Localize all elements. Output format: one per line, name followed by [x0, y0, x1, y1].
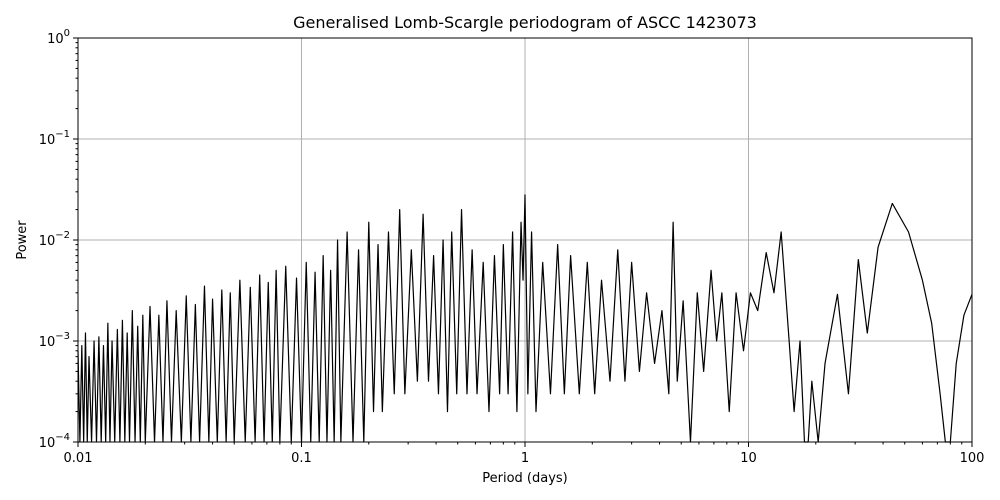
y-tick-label: 10−3 — [39, 331, 70, 350]
x-tick-label: 100 — [960, 451, 985, 466]
y-tick-label: 100 — [47, 28, 70, 47]
y-tick-label: 10−4 — [39, 432, 70, 451]
plot-area — [77, 194, 973, 443]
x-tick-label: 0.01 — [64, 451, 93, 466]
x-axis-label: Period (days) — [482, 471, 568, 486]
series-line-0 — [77, 194, 973, 443]
x-tick-label: 10 — [740, 451, 757, 466]
y-axis-label: Power — [15, 220, 30, 260]
x-axis: 0.01 0.1 1 10 100 — [64, 442, 985, 466]
y-axis: 10−4 10−3 10−2 10−1 100 — [39, 28, 78, 451]
x-tick-label: 0.1 — [291, 451, 312, 466]
grid-lines — [78, 38, 972, 442]
y-tick-label: 10−2 — [39, 230, 70, 249]
y-tick-label: 10−1 — [39, 129, 70, 148]
x-tick-label: 1 — [521, 451, 529, 466]
chart-title: Generalised Lomb-Scargle periodogram of … — [293, 13, 757, 32]
